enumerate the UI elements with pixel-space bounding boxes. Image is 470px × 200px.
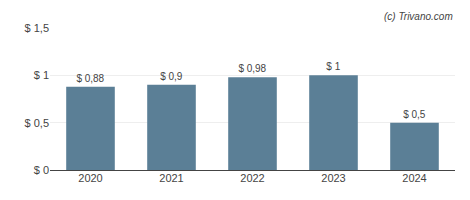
svg-text:(c) Trivano.com: (c) Trivano.com xyxy=(384,11,453,22)
svg-text:2022: 2022 xyxy=(240,172,264,184)
svg-text:$ 0,9: $ 0,9 xyxy=(160,71,183,82)
svg-text:$ 0,88: $ 0,88 xyxy=(76,73,104,84)
svg-text:2021: 2021 xyxy=(159,172,183,184)
svg-text:$ 0,5: $ 0,5 xyxy=(403,109,426,120)
svg-text:$ 0,5: $ 0,5 xyxy=(25,117,49,129)
svg-text:2024: 2024 xyxy=(402,172,426,184)
svg-text:2023: 2023 xyxy=(321,172,345,184)
svg-text:$ 0: $ 0 xyxy=(34,164,49,176)
svg-text:$ 1,5: $ 1,5 xyxy=(25,22,49,34)
svg-text:2020: 2020 xyxy=(78,172,102,184)
svg-text:$ 1: $ 1 xyxy=(326,61,340,72)
svg-text:$ 1: $ 1 xyxy=(34,69,49,81)
svg-text:$ 0,98: $ 0,98 xyxy=(238,63,266,74)
